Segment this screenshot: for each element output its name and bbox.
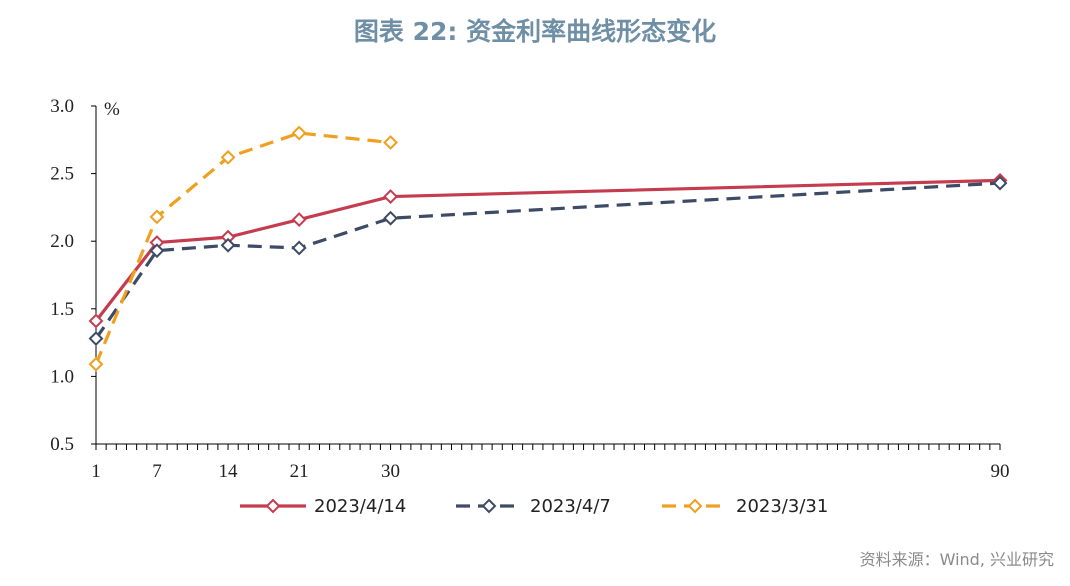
legend-label-1: 2023/4/14	[314, 496, 406, 517]
series-2-point	[220, 237, 236, 253]
series-line-2	[94, 181, 1001, 340]
y-tick-label: 0.5	[50, 434, 74, 455]
series-1-point	[383, 189, 398, 204]
x-tick-label: 30	[381, 461, 400, 482]
series-2-point	[291, 240, 307, 256]
series-3-point	[149, 209, 165, 225]
legend-label-3: 2023/3/31	[736, 496, 828, 517]
series-3-point	[88, 356, 104, 372]
series-2-point	[383, 210, 398, 226]
y-unit-label: %	[104, 99, 120, 120]
source-note: 资料来源：Wind, 兴业研究	[859, 550, 1054, 569]
series-2-point	[992, 175, 1008, 191]
series-1-point	[88, 313, 104, 329]
x-tick-label: 14	[219, 461, 239, 482]
series-line-3	[94, 131, 391, 365]
legend-marker-2	[481, 498, 497, 514]
x-tick-label: 1	[91, 461, 101, 482]
series-3-point	[383, 135, 398, 150]
series-line-1	[94, 178, 1001, 322]
series-3-point	[291, 125, 307, 141]
series-1-point	[291, 212, 307, 227]
chart-title: 图表 22: 资金利率曲线形态变化	[353, 17, 717, 46]
series-3-point	[220, 149, 236, 165]
y-tick-label: 2.0	[50, 231, 74, 252]
y-tick-label: 2.5	[50, 164, 74, 185]
y-tick-label: 1.5	[50, 299, 74, 320]
series-2-point	[149, 243, 165, 259]
x-tick-label: 7	[152, 461, 162, 482]
series-2-point	[88, 331, 104, 346]
x-tick-label: 90	[991, 461, 1010, 482]
y-tick-label: 1.0	[50, 366, 74, 387]
legend-marker-1	[265, 498, 281, 514]
legend-marker-3	[687, 498, 703, 514]
x-tick-label: 21	[290, 461, 309, 482]
legend-label-2: 2023/4/7	[530, 496, 611, 517]
y-tick-label: 3.0	[50, 96, 74, 117]
